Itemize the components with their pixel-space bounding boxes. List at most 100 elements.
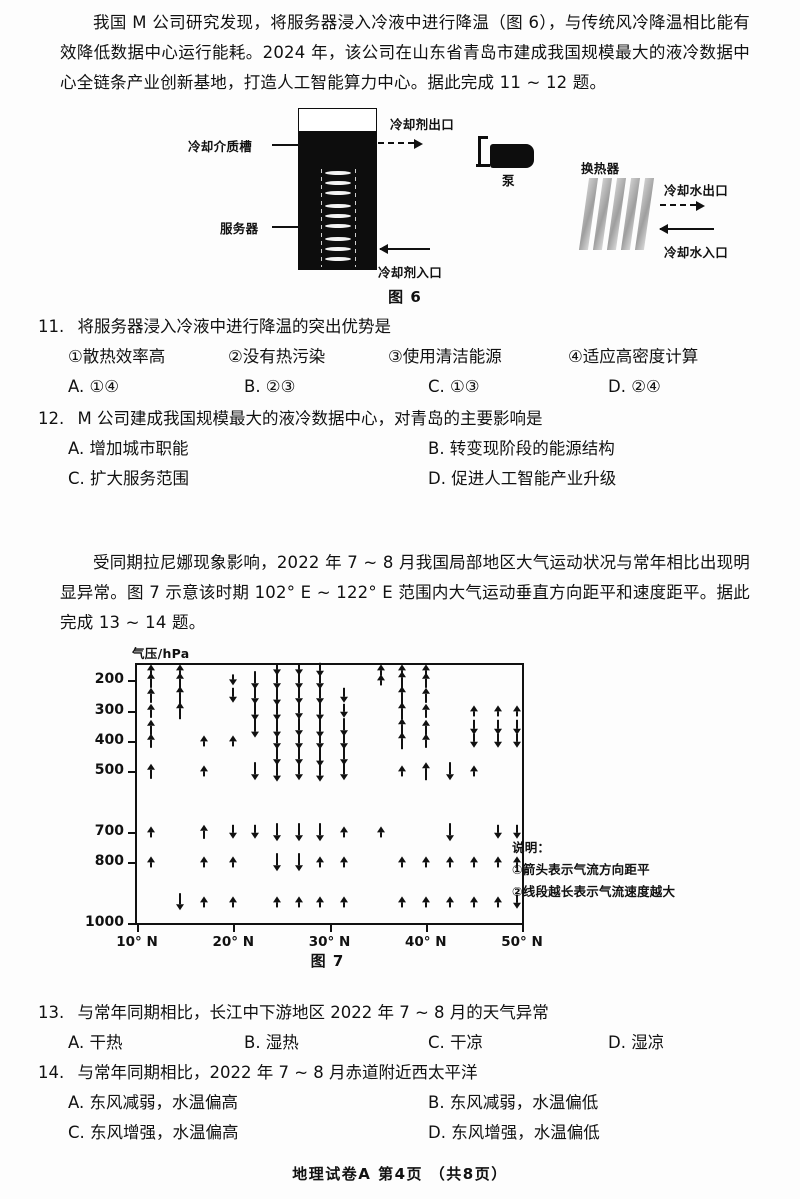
chart-y-tick-label: 1000	[85, 914, 124, 930]
arrow-cooling-water-inlet	[659, 224, 714, 234]
chart-y-tick	[128, 680, 137, 683]
q11-numbered-option-2[interactable]: ②没有热污染	[228, 347, 326, 366]
chart-arrow-down	[513, 720, 522, 735]
chart-arrow-up	[339, 826, 348, 838]
q11-numbered-option-4[interactable]: ④适应高密度计算	[568, 347, 699, 366]
chart-arrow-down	[294, 762, 303, 781]
chart-arrow-up	[147, 688, 156, 703]
chart-arrow-up	[397, 686, 406, 705]
chart-arrow-down	[339, 703, 348, 718]
q11-numbered-option-1[interactable]: ①散热效率高	[68, 347, 166, 366]
pump-icon	[490, 144, 534, 168]
chart-arrow-down	[493, 720, 502, 735]
chart-arrow-down	[339, 762, 348, 781]
question-11-number: 11.	[38, 317, 65, 336]
q13-choice-a[interactable]: A. 干热	[68, 1033, 123, 1052]
chart-arrow-down	[513, 733, 522, 749]
figure-7: 气压/hPa 200 300 400 500 700 800 1000 10° N 20° N 3…	[85, 645, 712, 985]
chart-arrow-up	[315, 856, 324, 868]
q11-choice-b[interactable]: B. ②③	[244, 377, 296, 396]
q12-choice-d[interactable]: D. 促进人工智能产业升级	[428, 469, 617, 488]
q14-choice-d[interactable]: D. 东风增强，水温偏低	[428, 1123, 600, 1142]
chart-x-tick	[137, 923, 139, 932]
chart-arrow-down	[251, 762, 260, 781]
question-12: 12. M 公司建成我国规模最大的液冷数据中心，对青岛的主要影响是 A. 增加城…	[38, 404, 758, 494]
leader-server	[272, 226, 300, 228]
server-blade	[325, 204, 351, 208]
q11-choice-c[interactable]: C. ①③	[428, 377, 480, 396]
chart-y-tick-label: 400	[94, 731, 124, 748]
figure-6: 冷却介质槽 服务器 冷却剂出口 冷却剂入口 泵 换热器	[60, 100, 750, 306]
chart-arrow-up	[315, 896, 324, 908]
chart-arrow-up	[493, 896, 502, 908]
question-14-number: 14.	[38, 1063, 65, 1082]
chart-arrow-down	[445, 762, 454, 781]
pump-stem	[478, 136, 481, 166]
question-11-choices: A. ①④ B. ②③ C. ①③ D. ②④	[68, 372, 758, 402]
q12-choice-b[interactable]: B. 转变现阶段的能源结构	[428, 439, 615, 458]
arrow-coolant-inlet	[379, 244, 430, 254]
question-13-choices: A. 干热 B. 湿热 C. 干凉 D. 湿凉	[68, 1028, 758, 1058]
chart-arrow-up	[513, 704, 522, 717]
q14-choice-a[interactable]: A. 东风减弱，水温偏高	[68, 1093, 238, 1112]
chart-y-tick-label: 800	[94, 853, 124, 870]
chart-y-axis-label: 气压/hPa	[132, 646, 190, 661]
q13-choice-b[interactable]: B. 湿热	[244, 1033, 299, 1052]
chart-arrow-up	[176, 672, 185, 688]
chart-y-tick-label: 700	[94, 822, 124, 839]
chart-arrow-up	[200, 824, 209, 840]
chart-x-tick	[233, 923, 236, 932]
chart-arrow-up	[421, 762, 430, 781]
chart-arrow-up	[397, 765, 406, 777]
q14-choice-b[interactable]: B. 东风减弱，水温偏低	[428, 1093, 599, 1112]
label-coolant-outlet: 冷却剂出口	[390, 117, 455, 132]
server-blade	[325, 237, 351, 241]
chart-arrow-up	[397, 701, 406, 720]
question-11: 11. 将服务器浸入冷液中进行降温的突出优势是 ①散热效率高 ②没有热污染 ③使…	[38, 312, 758, 402]
chart-arrow-up	[147, 672, 156, 688]
chart-y-tick	[128, 710, 137, 713]
chart-arrow-up	[176, 701, 185, 720]
question-12-stem: M 公司建成我国规模最大的液冷数据中心，对青岛的主要影响是	[77, 409, 543, 428]
chart-y-tick	[128, 923, 137, 925]
q12-choice-c[interactable]: C. 扩大服务范围	[68, 469, 190, 488]
q13-choice-d[interactable]: D. 湿凉	[608, 1033, 665, 1052]
chart-arrow-down	[229, 824, 238, 840]
q14-choice-c[interactable]: C. 东风增强，水温偏高	[68, 1123, 239, 1142]
chart-arrow-up	[376, 663, 385, 676]
chart-arrow-up	[421, 896, 430, 908]
q11-numbered-option-3[interactable]: ③使用清洁能源	[388, 347, 502, 366]
label-coolant-inlet: 冷却剂入口	[378, 265, 443, 280]
question-14-choices-row-2: C. 东风增强，水温偏高 D. 东风增强，水温偏低	[68, 1118, 758, 1148]
chart-arrow-down	[315, 760, 324, 782]
chart-arrow-up	[376, 826, 385, 838]
server-blade	[325, 257, 351, 261]
chart-arrow-down	[294, 671, 303, 689]
chart-arrow-up	[421, 720, 430, 735]
chart-arrow-up	[469, 896, 478, 908]
server-blade	[325, 181, 351, 185]
chart-arrow-up	[147, 720, 156, 735]
chart-arrow-up	[294, 896, 303, 908]
chart-x-tick-label: 40° N	[404, 934, 447, 950]
q12-choice-a[interactable]: A. 增加城市职能	[68, 439, 189, 458]
tank-rack-guide-left	[321, 169, 322, 267]
question-13: 13. 与常年同期相比，长江中下游地区 2022 年 7 ~ 8 月的天气异常 …	[38, 998, 758, 1058]
chart-arrow-up	[229, 896, 238, 908]
chart-arrow-down	[445, 823, 454, 841]
chart-arrow-down	[469, 720, 478, 735]
q13-choice-c[interactable]: C. 干凉	[428, 1033, 484, 1052]
chart-arrow-down	[176, 892, 185, 911]
q11-choice-d[interactable]: D. ②④	[608, 377, 661, 396]
tank-rack-guide-right	[355, 169, 356, 267]
chart-arrow-up	[513, 856, 522, 868]
chart-arrow-down	[315, 823, 324, 841]
chart-y-tick	[128, 771, 137, 774]
page-footer: 地理试卷A 第4页 （共8页）	[292, 1165, 508, 1183]
chart-arrow-up	[272, 896, 281, 908]
tank-liquid-surface	[299, 109, 376, 132]
q11-choice-a[interactable]: A. ①④	[68, 377, 120, 396]
chart-arrow-up	[469, 704, 478, 717]
arrow-coolant-outlet	[378, 139, 423, 149]
